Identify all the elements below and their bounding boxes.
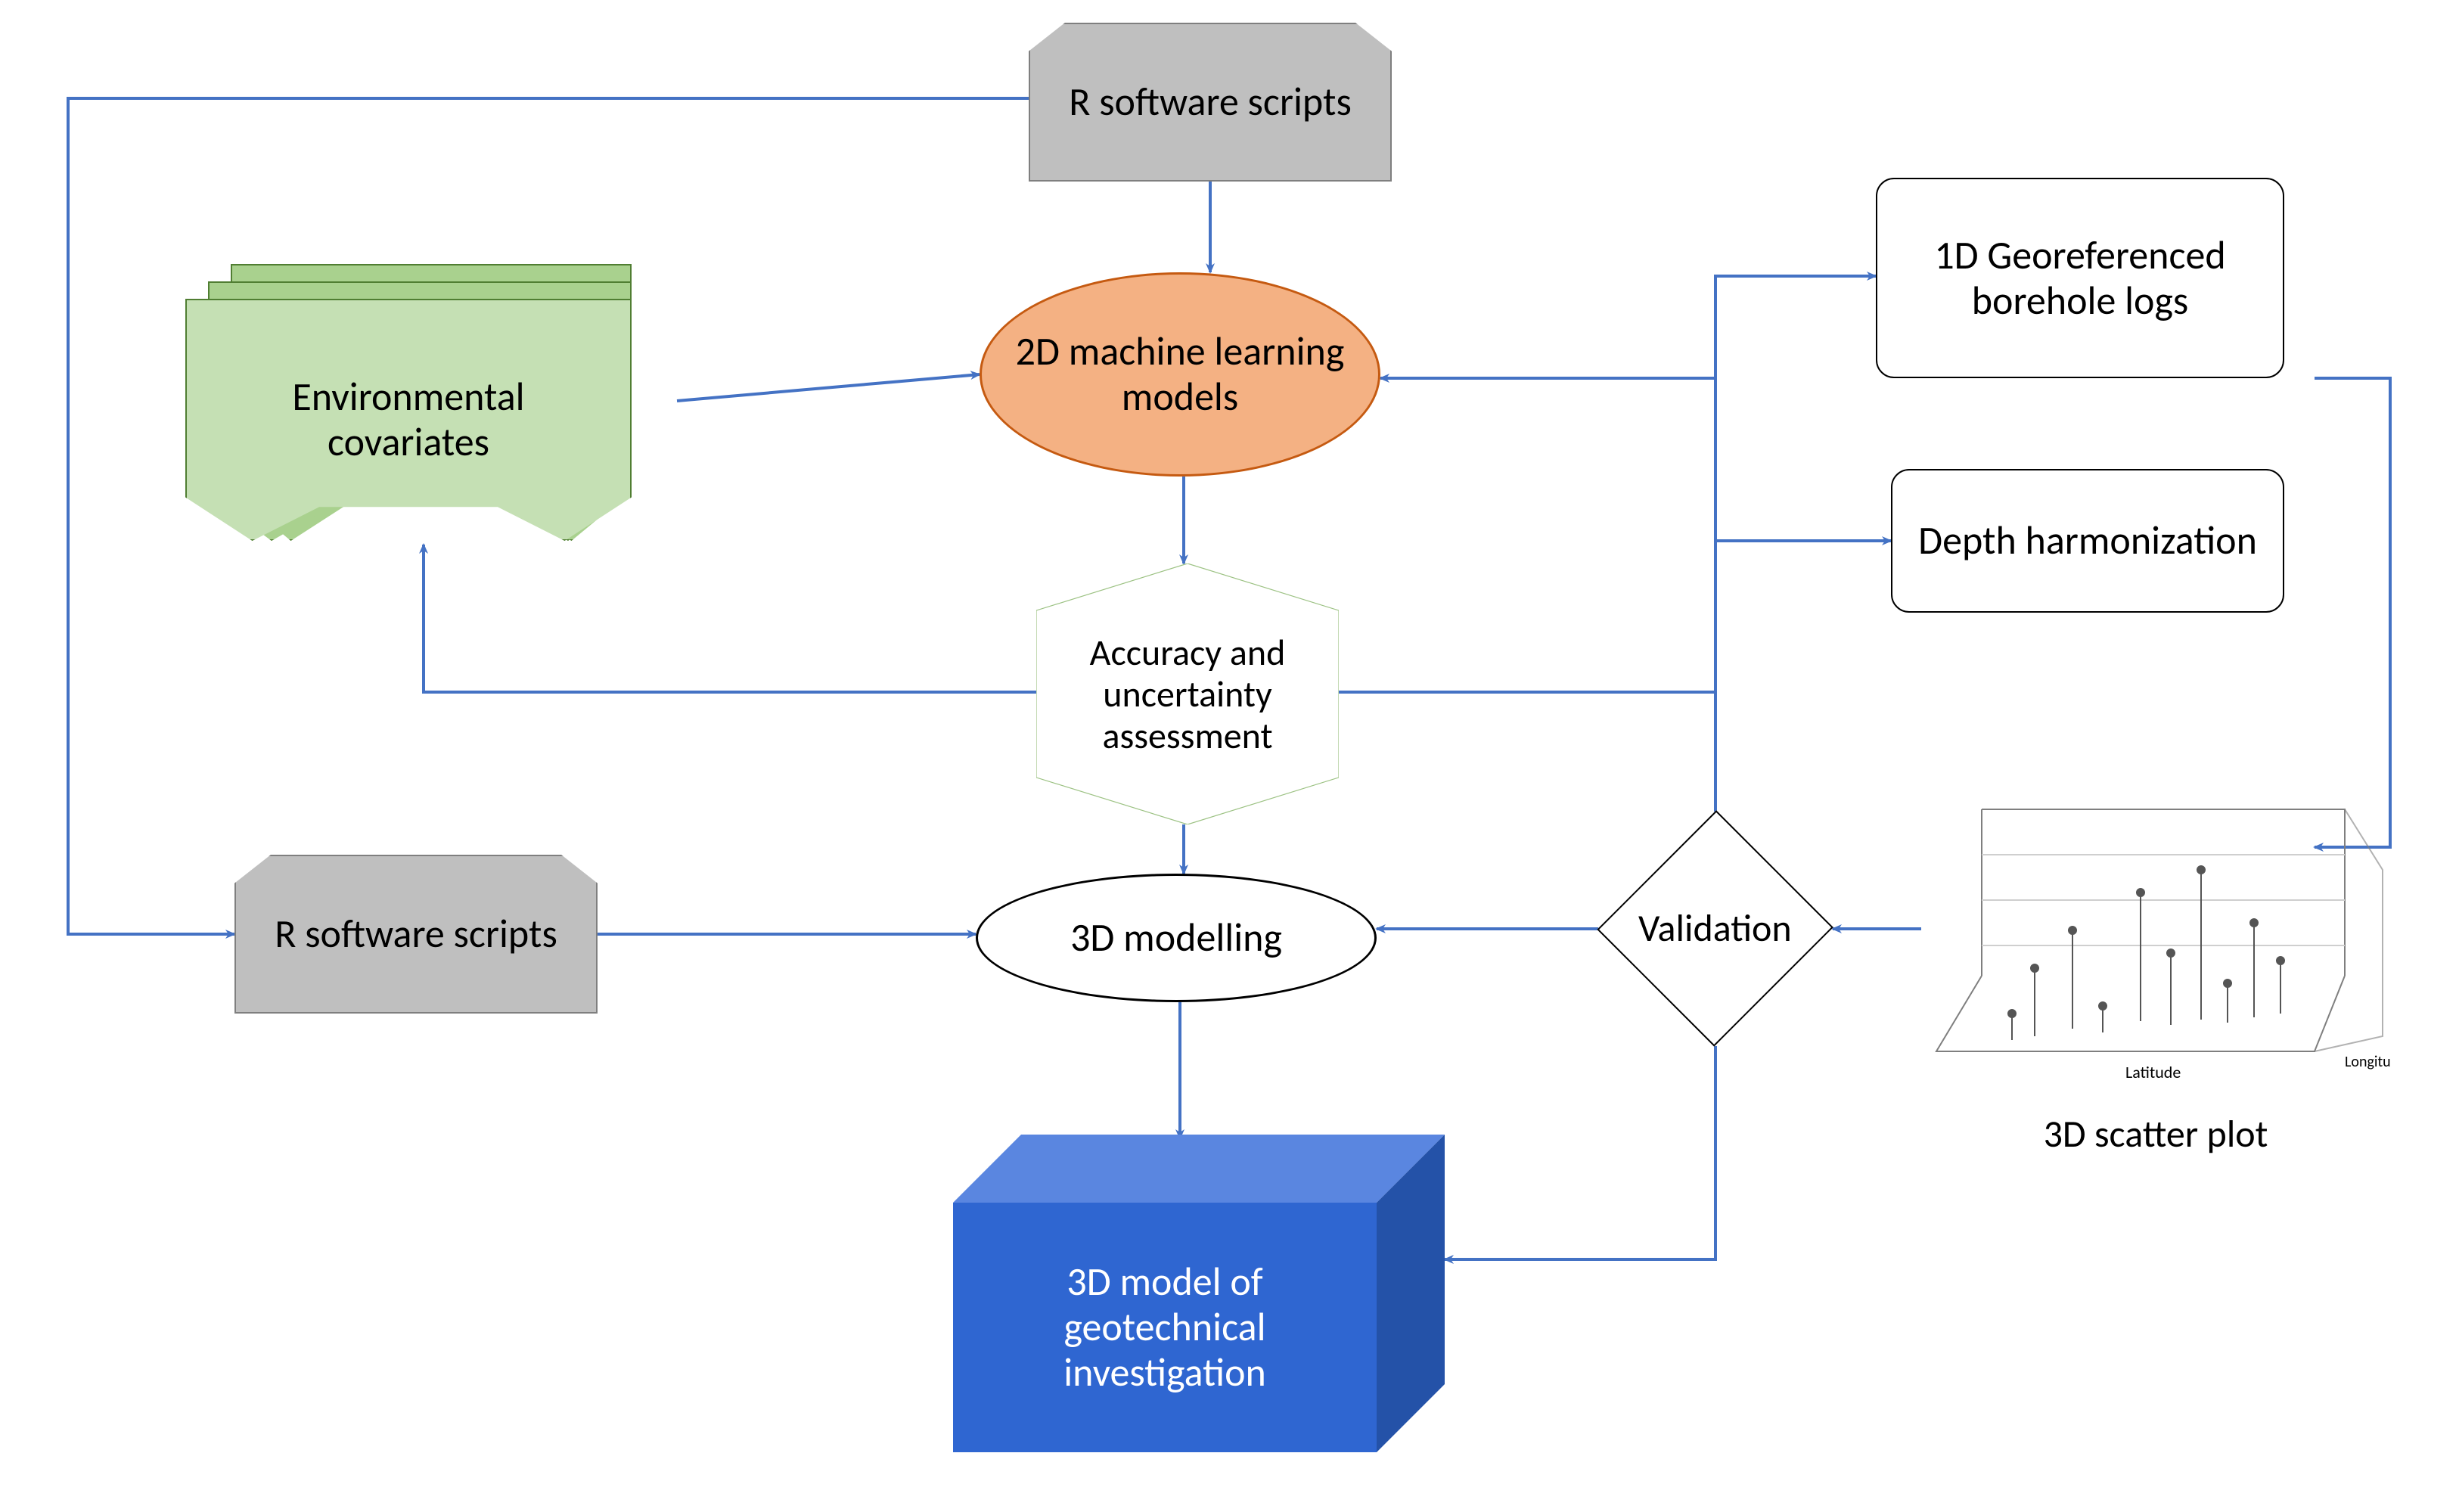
edge bbox=[677, 374, 980, 401]
edge bbox=[2315, 378, 2390, 847]
edge bbox=[1715, 276, 1876, 812]
node-label: 2D machine learning models bbox=[1012, 329, 1348, 420]
node-2d-ml-models: 2D machine learning models bbox=[980, 272, 1380, 477]
edge bbox=[424, 545, 1036, 692]
node-label: Environmental covariates bbox=[217, 374, 600, 465]
node-depth-harmonization: Depth harmonization bbox=[1891, 469, 2284, 613]
node-label: Depth harmonization bbox=[1918, 518, 2257, 564]
node-label: 3D model of geotechnical investigation bbox=[976, 1259, 1354, 1395]
node-accuracy-assessment: Accuracy and uncertainty assessment bbox=[1036, 564, 1339, 824]
node-env-covariates: Environmental covariates bbox=[185, 299, 632, 541]
node-r-scripts-top: R software scripts bbox=[1029, 23, 1392, 182]
scatter-caption: 3D scatter plot bbox=[1921, 1108, 2390, 1161]
diagram-canvas: R software scripts R software scripts En… bbox=[0, 0, 2459, 1512]
node-label: Accuracy and uncertainty assessment bbox=[1044, 632, 1331, 757]
node-label: 3D modelling bbox=[1070, 915, 1282, 961]
node-3d-geotech-model: 3D model of geotechnical investigation bbox=[953, 1135, 1445, 1452]
scatter-ylabel: Longitude bbox=[2345, 1053, 2390, 1071]
node-3d-modelling: 3D modelling bbox=[976, 874, 1377, 1002]
node-r-scripts-mid: R software scripts bbox=[234, 855, 598, 1014]
scatter-3d-svg: Latitude Longitude bbox=[1921, 779, 2390, 1082]
node-label: 3D scatter plot bbox=[2044, 1113, 2268, 1157]
cube-front-face: 3D model of geotechnical investigation bbox=[953, 1203, 1377, 1452]
node-scatter-plot: Latitude Longitude bbox=[1921, 779, 2390, 1082]
node-label: 1D Georeferenced borehole logs bbox=[1899, 233, 2262, 324]
node-validation: Validation bbox=[1598, 812, 1833, 1046]
node-borehole-logs: 1D Georeferenced borehole logs bbox=[1876, 178, 2284, 378]
scatter-xlabel: Latitude bbox=[2125, 1062, 2181, 1082]
cube-top-face bbox=[953, 1135, 1445, 1203]
node-label: R software scripts bbox=[275, 911, 557, 957]
node-label: R software scripts bbox=[1069, 79, 1352, 125]
node-label: Validation bbox=[1639, 907, 1793, 951]
doc-front: Environmental covariates bbox=[185, 299, 632, 541]
edge bbox=[1445, 1046, 1715, 1259]
